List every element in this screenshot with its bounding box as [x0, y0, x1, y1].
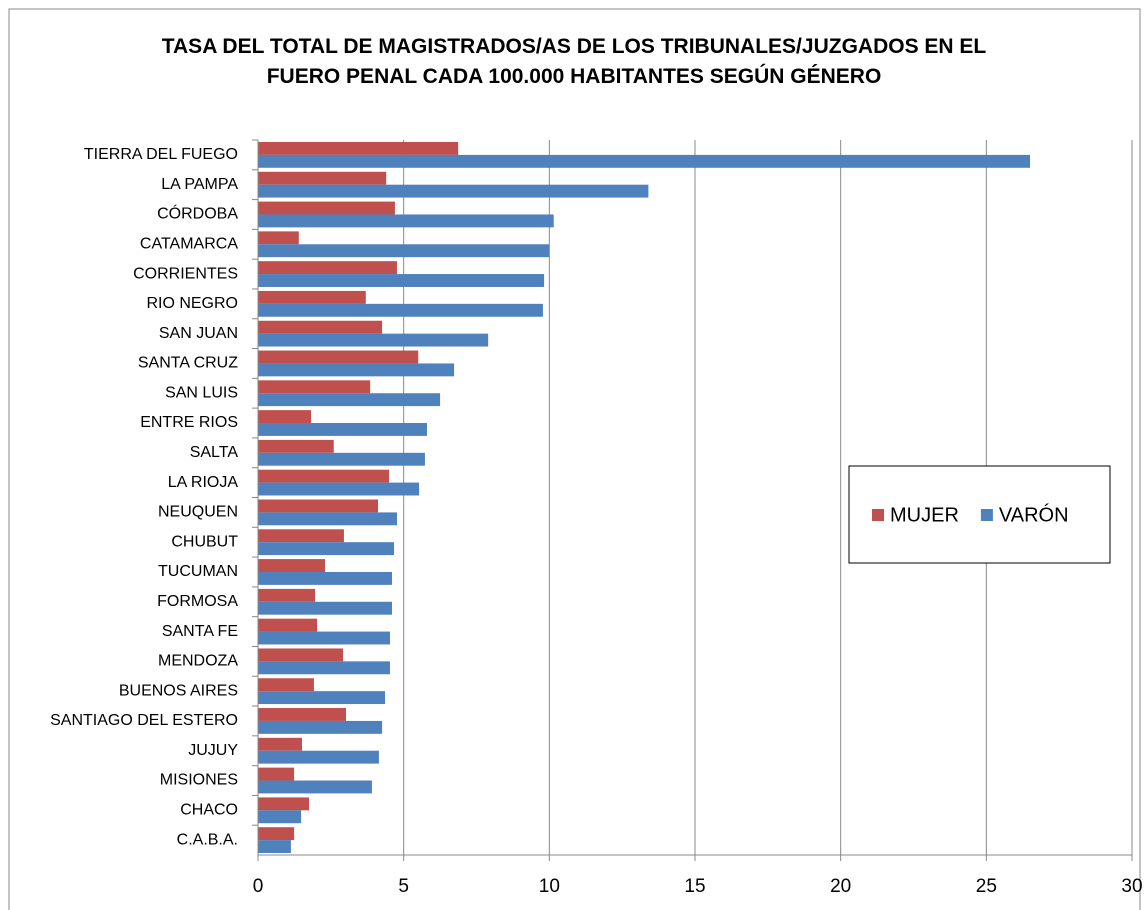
y-tick-label: LA RIOJA [168, 474, 239, 491]
y-tick-label: BUENOS AIRES [119, 682, 238, 699]
bar [258, 154, 1031, 168]
bar [258, 737, 302, 751]
y-tick-label: SANTA CRUZ [138, 355, 238, 372]
bar [258, 750, 379, 764]
y-tick-label: TIERRA DEL FUEGO [84, 146, 238, 163]
bar [258, 482, 420, 496]
x-tick-label: 15 [684, 876, 705, 897]
y-tick-label: CORRIENTES [133, 265, 238, 282]
y-tick-label: SANTA FE [162, 623, 238, 640]
bar [258, 231, 299, 245]
bar [258, 810, 302, 824]
x-tick-label: 5 [398, 876, 409, 897]
bar [258, 201, 395, 215]
bar [258, 333, 489, 347]
x-tick-label: 30 [1121, 876, 1142, 897]
bar [258, 303, 543, 317]
y-tick-label: CHUBUT [171, 533, 238, 550]
y-tick-label: C.A.B.A. [177, 831, 238, 848]
bar [258, 691, 386, 705]
y-tick-label: LA PAMPA [161, 176, 238, 193]
bar [258, 840, 291, 853]
bar [258, 767, 295, 781]
y-tick-label: TUCUMAN [158, 563, 238, 580]
bar [258, 171, 387, 185]
x-tick-label: 10 [539, 876, 560, 897]
bar [258, 261, 397, 275]
y-tick-label: SAN JUAN [159, 325, 238, 342]
x-tick-label: 20 [830, 876, 851, 897]
y-tick-label: CÓRDOBA [157, 204, 238, 223]
chart-border [8, 8, 1141, 910]
bar [258, 350, 419, 364]
bar [258, 631, 390, 645]
y-tick-label: SAN LUIS [165, 384, 238, 401]
bar [258, 601, 393, 615]
y-tick-label: MISIONES [160, 772, 238, 789]
bar [258, 512, 397, 526]
bar [258, 571, 393, 585]
bar [258, 559, 326, 572]
bar [258, 827, 295, 841]
y-tick-label: NEUQUEN [158, 504, 238, 521]
bar [258, 290, 366, 304]
y-tick-label: SANTIAGO DEL ESTERO [50, 712, 238, 729]
y-tick-label: MENDOZA [158, 653, 238, 670]
bar [258, 142, 459, 155]
bar [258, 393, 441, 407]
x-tick-label: 0 [253, 876, 264, 897]
y-tick-label: JUJUY [188, 742, 238, 759]
bar [258, 588, 316, 602]
bar [258, 618, 318, 632]
y-tick-label: CHACO [180, 802, 238, 819]
bar [258, 439, 334, 453]
y-tick-label: RIO NEGRO [146, 295, 238, 312]
legend-label: VARÓN [999, 503, 1069, 526]
bar [258, 529, 344, 543]
bar [258, 274, 545, 287]
bar [258, 780, 372, 794]
bar [258, 380, 371, 394]
bar [258, 720, 383, 734]
bar [258, 452, 425, 466]
bar [258, 410, 312, 424]
bar [258, 244, 550, 258]
bar [258, 363, 455, 377]
bar [258, 320, 383, 334]
bar [258, 214, 554, 228]
legend-box [848, 465, 1111, 564]
y-tick-label: CATAMARCA [140, 235, 238, 252]
y-tick-label: ENTRE RIOS [140, 414, 238, 431]
bar [258, 661, 390, 675]
y-tick-label: FORMOSA [157, 593, 238, 610]
chart-title: TASA DEL TOTAL DE MAGISTRADOS/AS DE LOS … [161, 35, 987, 88]
bar [258, 184, 649, 198]
x-tick-label: 25 [976, 876, 997, 897]
bar [258, 423, 427, 436]
bar [258, 499, 379, 513]
bar [258, 678, 314, 692]
bar [258, 542, 395, 556]
y-tick-label: SALTA [190, 444, 239, 461]
bar [258, 648, 344, 662]
legend-swatch [980, 509, 993, 521]
bar [258, 469, 390, 483]
bar [258, 708, 346, 721]
legend-swatch [872, 509, 884, 521]
legend-label: MUJER [890, 504, 959, 526]
bar [258, 797, 309, 811]
